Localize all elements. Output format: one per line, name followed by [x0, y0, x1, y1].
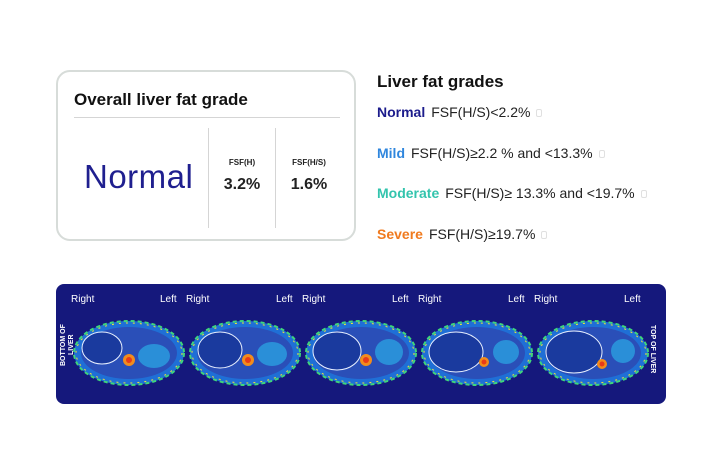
grade-name: Moderate [377, 185, 440, 201]
grade-name: Severe [377, 226, 423, 242]
grade-criterion: FSF(H/S)<2.2% [431, 104, 531, 120]
fsf-h-label: FSF(H) [228, 158, 256, 167]
marker-icon [536, 109, 543, 118]
grade-name: Mild [377, 145, 405, 161]
grade-criterion: FSF(H/S)≥2.2 % and <13.3% [411, 145, 593, 161]
card-divider [74, 117, 340, 118]
slice-right-label: Right [302, 294, 326, 305]
mri-slice-image [537, 320, 649, 386]
slice-right-label: Right [186, 294, 210, 305]
fsf-hs-value: 1.6% [290, 176, 328, 193]
mri-slice-image [305, 320, 417, 386]
grade-row-normal: Normal FSF(H/S)<2.2% [377, 104, 543, 120]
slice-right-label: Right [534, 294, 558, 305]
liver-scan-panel: BOTTOM OF LIVER TOP OF LIVER Right Left … [56, 284, 666, 404]
grade-row-mild: Mild FSF(H/S)≥2.2 % and <13.3% [377, 145, 605, 161]
grade-row-severe: Severe FSF(H/S)≥19.7% [377, 226, 548, 242]
grades-legend-title: Liver fat grades [377, 72, 504, 91]
slice-right-label: Right [418, 294, 442, 305]
overall-grade-value: Normal [84, 158, 194, 195]
grade-criterion: FSF(H/S)≥ 13.3% and <19.7% [445, 185, 635, 201]
slice-left-label: Left [392, 294, 409, 305]
slice-right-label: Right [71, 294, 95, 305]
overall-grade-card: Overall liver fat grade Normal FSF(H) 3.… [56, 70, 356, 241]
slice-left-label: Left [276, 294, 293, 305]
marker-icon [541, 231, 548, 240]
metric-divider [275, 128, 276, 228]
mri-slice-image [73, 320, 185, 386]
marker-icon [598, 150, 605, 159]
grade-criterion: FSF(H/S)≥19.7% [428, 226, 536, 242]
slice-left-label: Left [160, 294, 177, 305]
marker-icon [640, 190, 647, 199]
mri-slice-image [189, 320, 301, 386]
grade-name: Normal [377, 104, 426, 120]
top-of-liver-label: TOP OF LIVER [649, 324, 656, 374]
fsf-h-value: 3.2% [223, 176, 261, 193]
metric-divider [208, 128, 209, 228]
grade-row-moderate: Moderate FSF(H/S)≥ 13.3% and <19.7% [377, 185, 647, 201]
mri-slice-image [421, 320, 533, 386]
slice-left-label: Left [508, 294, 525, 305]
slice-left-label: Left [624, 294, 641, 305]
overall-grade-title: Overall liver fat grade [74, 90, 248, 109]
fsf-hs-label: FSF(H/S) [292, 158, 326, 167]
